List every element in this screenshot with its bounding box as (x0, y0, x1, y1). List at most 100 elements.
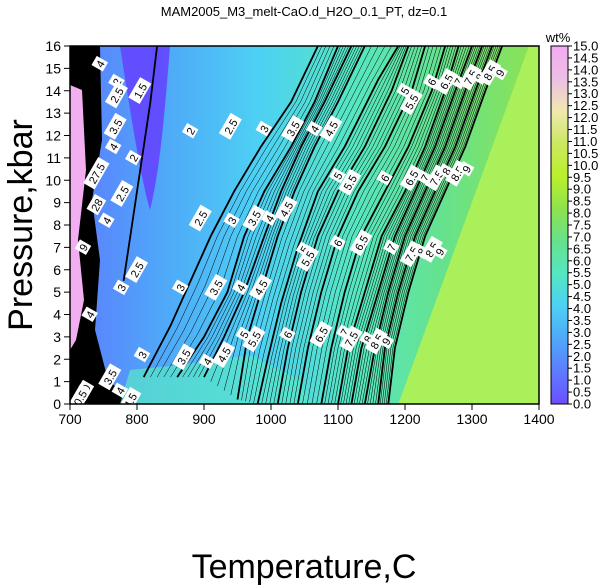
colorbar-unit: wt% (545, 30, 571, 45)
min-region (120, 46, 170, 210)
left-pink-region (70, 85, 86, 350)
svg-text:4: 4 (84, 309, 97, 320)
svg-text:4: 4 (264, 213, 277, 224)
svg-text:4: 4 (235, 282, 248, 293)
y-tick-label: 5 (53, 284, 61, 300)
colorbar-tick-label: 0.5 (573, 385, 591, 400)
svg-text:5: 5 (238, 329, 251, 340)
minor-contour (345, 46, 467, 404)
colorbar-tick-label: 13.5 (573, 74, 598, 89)
contour-label: 6 (376, 169, 393, 186)
svg-text:8: 8 (441, 166, 454, 177)
svg-text:9: 9 (434, 247, 447, 258)
contour-label: 9 (457, 161, 475, 177)
minor-contour (285, 46, 416, 404)
contour-label: 5 (329, 167, 346, 184)
x-tick-label: 1100 (323, 411, 353, 427)
colorbar-tick-label: 3.5 (573, 313, 591, 328)
plot-area: 422.51.53.5422.527.522.533.544.555.566.5… (70, 46, 539, 404)
y-tick-label: 14 (45, 83, 61, 99)
x-axis-title: Temperature,C (192, 548, 417, 586)
colorbar-tick-label: 12.0 (573, 110, 598, 125)
svg-text:3: 3 (116, 282, 129, 293)
svg-text:4: 4 (108, 142, 121, 153)
contour-label: 4 (305, 120, 323, 137)
minor-contour (327, 46, 451, 404)
colorbar-tick-label: 1.5 (573, 361, 591, 376)
x-tick-label: 1300 (456, 411, 487, 427)
colorbar-tick-label: 8.0 (573, 206, 591, 221)
y-tick-label: 11 (46, 150, 61, 166)
contour-label: 2 (181, 122, 199, 139)
colorbar-tick-label: 4.0 (573, 301, 591, 316)
minor-contour (281, 46, 412, 404)
colorbar-tick-label: 12.5 (573, 98, 598, 113)
contour-3 (142, 46, 319, 378)
x-tick-label: 700 (58, 411, 82, 427)
colorbar-tick-label: 15.0 (573, 39, 598, 54)
colorbar-tick-label: 1.0 (573, 373, 591, 388)
contour-label: 4 (198, 353, 216, 370)
minor-contour (385, 46, 501, 404)
y-tick-label: 4 (53, 307, 61, 323)
contour-label: 4 (98, 212, 115, 229)
colorbar-tick-label: 6.5 (573, 241, 591, 256)
colorbar-tick-label: 7.5 (573, 218, 591, 233)
y-tick-label: 1 (53, 374, 61, 390)
contour-label: 3 (112, 279, 130, 296)
colorbar-tick-label: 11.0 (573, 134, 597, 149)
svg-text:4: 4 (114, 385, 127, 396)
colorbar-tick-label: 7.0 (573, 229, 591, 244)
minor-contour (253, 46, 392, 404)
minor-contour (210, 46, 355, 382)
svg-text:6: 6 (332, 238, 345, 249)
contour-9 (387, 46, 503, 404)
svg-text:9: 9 (461, 164, 474, 175)
bottom-cyan-region (120, 355, 310, 404)
svg-text:6: 6 (426, 77, 439, 88)
contour-label: 4 (111, 382, 129, 399)
chart-title: MAM2005_M3_melt-CaO.d_H2O_0.1_PT, dz=0.1 (161, 4, 448, 19)
contour-label: 3 (171, 279, 189, 296)
svg-text:7: 7 (419, 173, 432, 184)
contour-5 (256, 46, 400, 404)
svg-text:3: 3 (137, 350, 150, 361)
colorbar-bar (550, 45, 569, 405)
colorbar-tick-label: 10.0 (573, 158, 598, 173)
contour-label: 4.5 (118, 386, 142, 404)
colorbar-tick-label: 5.0 (573, 277, 591, 292)
colorbar-tick-label: 14.5 (573, 50, 598, 65)
colorbar-tick-label: 3.0 (573, 325, 591, 340)
contour-label: 3 (223, 212, 240, 229)
svg-text:3: 3 (175, 282, 188, 293)
svg-text:4: 4 (309, 124, 322, 135)
svg-text:28: 28 (89, 197, 106, 214)
contour-label: 28 (86, 194, 107, 216)
contour-label: 9 (377, 333, 395, 349)
contour-labels: 422.51.53.5422.527.522.533.544.555.566.5… (70, 55, 508, 404)
minor-contour (265, 46, 403, 404)
contour-label: 9 (431, 243, 448, 260)
svg-text:7: 7 (339, 327, 352, 338)
contour-2.5 (122, 46, 158, 282)
y-axis-title: Pressure,kbar (2, 119, 40, 331)
contour-6.5 (320, 46, 447, 404)
y-tick-label: 8 (53, 217, 61, 233)
svg-text:3: 3 (258, 124, 271, 135)
minor-contour (383, 46, 499, 404)
y-tick-label: 6 (53, 262, 61, 278)
colorbar-tick-label: 13.0 (573, 86, 598, 101)
svg-text:6: 6 (379, 173, 392, 184)
minor-contour (324, 46, 449, 404)
minor-contour (273, 46, 407, 404)
minor-contour (316, 46, 442, 404)
minor-contour (163, 46, 331, 378)
contour-label: 3 (133, 346, 151, 363)
colorbar-tick-label: 14.0 (573, 62, 598, 77)
minor-contour (156, 46, 327, 378)
contour-label: 4 (104, 138, 122, 155)
svg-text:4: 4 (201, 356, 214, 367)
svg-text:6: 6 (282, 329, 295, 340)
